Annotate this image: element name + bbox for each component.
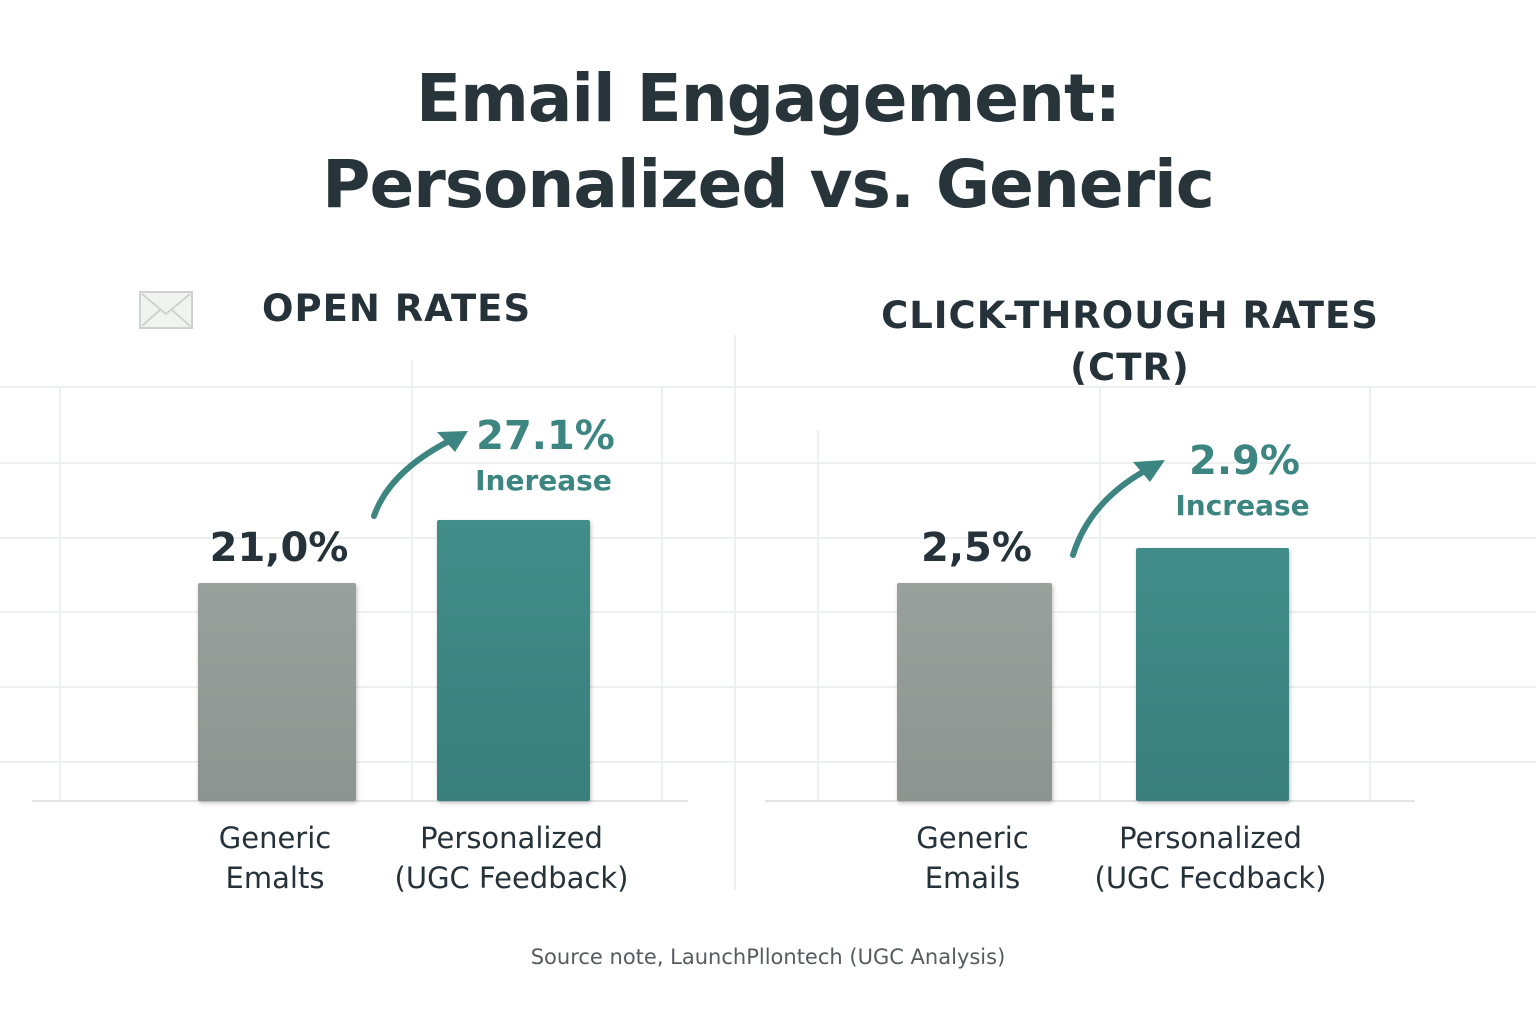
ctr-title: CLICK-THROUGH RATES (CTR) [881,294,1379,389]
category-label-ctr-generic: Generic Emails [916,821,1029,895]
value-label-open-generic: 21,0% [209,525,349,571]
bar-open-generic [198,583,356,801]
category-label-ctr-personalized: Personalized (UGC Fecdback) [1094,821,1327,895]
mail-icon [139,291,193,329]
open-rates-title: OPEN RATES [262,287,532,330]
bar-open-personalized [437,520,590,801]
chart-title-line1: Email Engagement: [416,60,1121,137]
bar-ctr-personalized [1136,548,1289,801]
increase-label-open: Inerease [475,464,612,497]
category-label-open-generic: Generic Emalts [218,821,332,895]
category-label-open-personalized: Personalized (UGC Feedback) [394,821,629,895]
increase-label-ctr: Increase [1175,489,1310,522]
value-label-ctr-personalized: 2.9% [1189,438,1300,484]
bar-ctr-generic [897,583,1052,801]
chart-title-line2: Personalized vs. Generic [322,146,1215,223]
value-label-ctr-generic: 2,5% [921,525,1032,571]
source-note: Source note, LaunchPllontech (UGC Analys… [530,945,1006,969]
value-label-open-personalized: 27.1% [476,413,615,459]
